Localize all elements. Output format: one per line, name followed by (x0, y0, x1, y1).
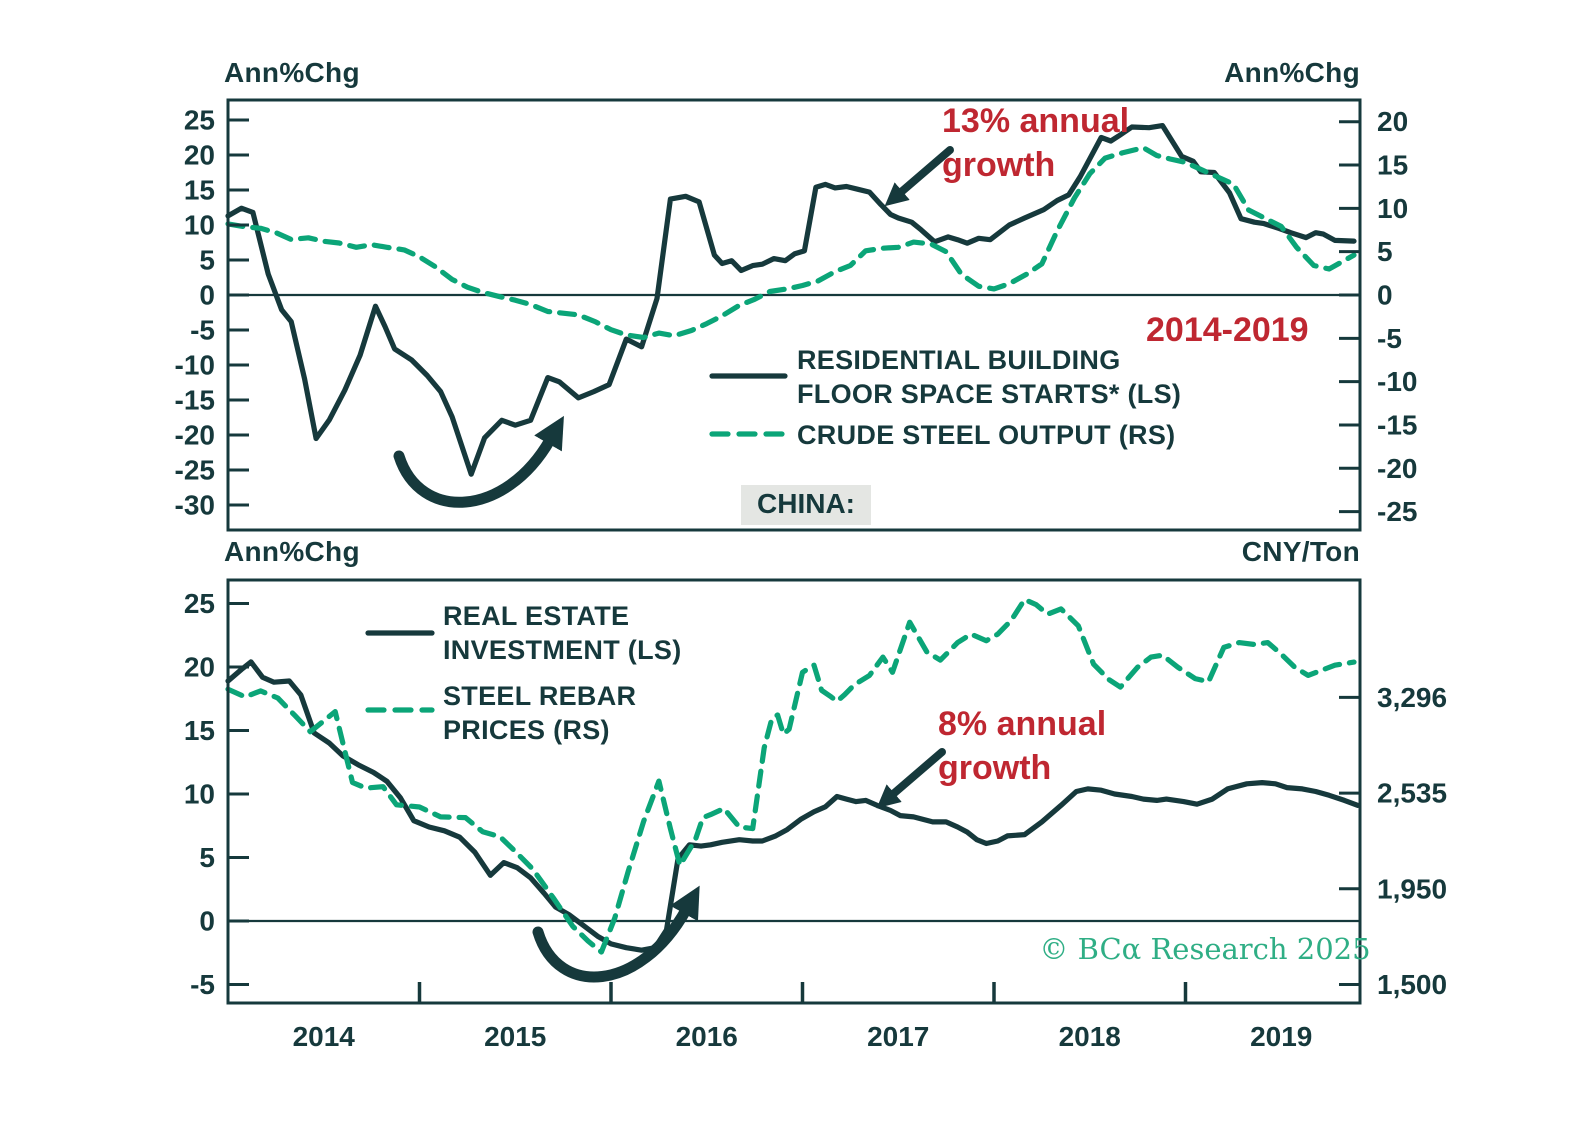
top-right-axis-title: Ann%Chg (1224, 57, 1360, 88)
bottom-right-axis-title: CNY/Ton (1241, 536, 1360, 567)
legend-floor-space-starts-line1: RESIDENTIAL BUILDING (797, 345, 1121, 375)
right-axis-tick-label: -25 (1377, 496, 1417, 527)
left-axis-tick-label: 0 (199, 280, 215, 311)
right-axis-tick-label: 1,500 (1377, 969, 1447, 1000)
left-axis-tick-label: 20 (184, 140, 215, 171)
legend-steel-rebar-prices-line2: PRICES (RS) (443, 715, 610, 745)
x-axis-year-label: 2017 (867, 1021, 929, 1052)
left-axis-tick-label: -20 (175, 420, 215, 451)
legend-real-estate-investment-line2: INVESTMENT (LS) (443, 635, 682, 665)
left-axis-tick-label: -10 (175, 350, 215, 381)
legend-floor-space-starts: RESIDENTIAL BUILDING FLOOR SPACE STARTS*… (797, 343, 1181, 411)
right-axis-tick-label: -20 (1377, 453, 1417, 484)
x-axis-year-label: 2016 (676, 1021, 738, 1052)
left-axis-tick-label: 10 (184, 210, 215, 241)
left-axis-tick-label: -30 (175, 490, 215, 521)
crude-steel-output-rs-line (225, 145, 1357, 341)
growth-annotation-top-line1: 13% annual (942, 102, 1130, 140)
right-axis-tick-label: -5 (1377, 323, 1402, 354)
right-axis-tick-label: 0 (1377, 280, 1393, 311)
right-axis-tick-label: -15 (1377, 409, 1417, 440)
x-axis-year-label: 2018 (1059, 1021, 1121, 1052)
legend-real-estate-investment-line1: REAL ESTATE (443, 601, 630, 631)
growth-annotation-bottom-line1: 8% annual (938, 705, 1107, 743)
left-axis-tick-label: 15 (184, 175, 215, 206)
left-axis-tick-label: 0 (199, 906, 215, 937)
left-axis-tick-label: -5 (190, 315, 215, 346)
right-axis-tick-label: 20 (1377, 106, 1408, 137)
copyright-label: © BCα Research 2025 (1039, 932, 1371, 966)
plot-border (226, 98, 1362, 532)
x-axis-year-label: 2014 (293, 1021, 356, 1052)
period-label: 2014-2019 (1146, 311, 1309, 349)
top-left-axis-title: Ann%Chg (224, 57, 360, 88)
left-axis-tick-label: -15 (175, 385, 215, 416)
left-axis-tick-label: -5 (190, 969, 215, 1000)
legend-steel-rebar-prices-line1: STEEL REBAR (443, 681, 637, 711)
legend-crude-steel-output: CRUDE STEEL OUTPUT (RS) (797, 420, 1176, 450)
growth-annotation-bottom: 8% annual growth (938, 702, 1106, 790)
left-axis-tick-label: 10 (184, 779, 215, 810)
x-axis-year-label: 2015 (484, 1021, 546, 1052)
left-axis-tick-label: 5 (199, 842, 215, 873)
bottom-left-axis-title: Ann%Chg (224, 536, 360, 567)
x-axis-year-label: 2019 (1250, 1021, 1312, 1052)
growth-annotation-arrow-top (884, 146, 954, 207)
right-axis-tick-label: 15 (1377, 150, 1408, 181)
steel-rebar-prices-rs-line (225, 596, 1357, 955)
growth-annotation-top-line2: growth (942, 146, 1056, 184)
left-axis-tick-label: 5 (199, 245, 215, 276)
recovery-swoosh-arrow-bottom (532, 885, 700, 983)
growth-annotation-bottom-line2: growth (938, 749, 1052, 787)
legend-floor-space-starts-line2: FLOOR SPACE STARTS* (LS) (797, 379, 1182, 409)
right-axis-tick-label: 2,535 (1377, 778, 1447, 809)
right-axis-tick-label: 5 (1377, 236, 1393, 267)
left-axis-tick-label: -25 (175, 455, 215, 486)
growth-annotation-arrow-bottom (876, 748, 946, 809)
residential-building-floor-space-starts-ls-line (225, 122, 1357, 477)
plot-border (226, 578, 1362, 1005)
right-axis-tick-label: -10 (1377, 366, 1417, 397)
recovery-swoosh-arrow-top (393, 415, 564, 508)
real-estate-investment-ls-line (225, 659, 1361, 953)
right-axis-tick-label: 1,950 (1377, 873, 1447, 904)
left-axis-tick-label: 15 (184, 715, 215, 746)
right-axis-tick-label: 10 (1377, 193, 1408, 224)
left-axis-tick-label: 25 (184, 588, 215, 619)
legend-real-estate-investment: REAL ESTATE INVESTMENT (LS) (443, 599, 682, 667)
left-axis-tick-label: 20 (184, 652, 215, 683)
growth-annotation-top: 13% annual growth (942, 99, 1129, 187)
legend-steel-rebar-prices: STEEL REBAR PRICES (RS) (443, 679, 636, 747)
region-label-badge: CHINA: (741, 485, 871, 525)
left-axis-tick-label: 25 (184, 105, 215, 136)
right-axis-tick-label: 3,296 (1377, 682, 1447, 713)
